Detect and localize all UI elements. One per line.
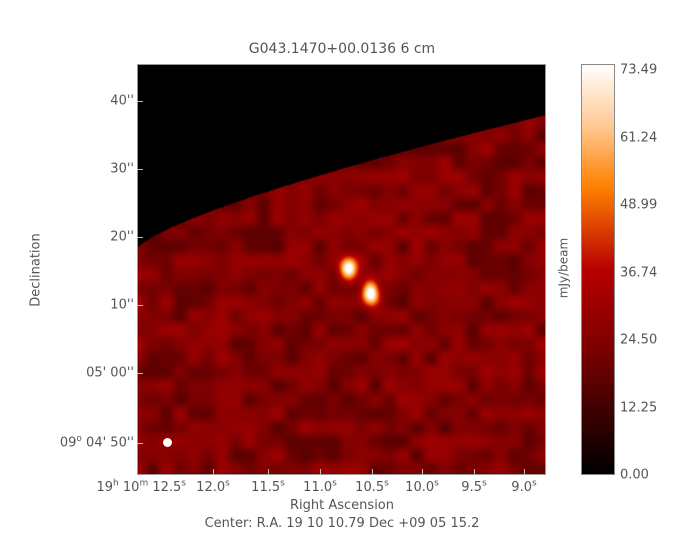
x-axis-label: Right Ascension	[290, 498, 394, 513]
colorbar-label: mJy/beam	[556, 237, 571, 299]
y-tick-label: 05' 00''	[86, 365, 134, 381]
x-tick-mark	[213, 469, 214, 475]
x-tick-label: 10.0s	[405, 478, 439, 495]
x-tick-mark	[524, 469, 525, 475]
y-tick-mark	[137, 373, 143, 374]
colorbar	[581, 64, 615, 475]
x-tick-label: 19h 10m 12.5s	[96, 478, 186, 495]
y-tick-label: 10''	[110, 297, 134, 313]
y-tick-mark	[137, 305, 143, 306]
colorbar-tick-label: 61.24	[620, 130, 658, 145]
colorbar-tick-label: 12.25	[620, 400, 658, 415]
x-tick-label: 11.5s	[251, 478, 285, 495]
colorbar-tick-label: 48.99	[620, 197, 658, 213]
chart-title: G043.1470+00.0136 6 cm	[248, 41, 436, 57]
y-tick-mark	[137, 101, 143, 102]
y-tick-label: 40''	[110, 93, 134, 109]
y-axis-label: Declination	[28, 233, 44, 307]
colorbar-tick-label: 0.00	[620, 467, 649, 483]
center-coordinates: Center: R.A. 19 10 10.79 Dec +09 05 15.2	[204, 516, 480, 531]
x-tick-label: 9.0s	[511, 478, 537, 495]
y-tick-mark	[137, 169, 143, 170]
colorbar-tick-label: 36.74	[620, 265, 658, 280]
y-tick-label: 30''	[110, 161, 134, 177]
radio-image-heatmap	[137, 64, 546, 475]
x-tick-label: 12.0s	[196, 478, 230, 495]
y-tick-label: 20''	[110, 229, 134, 245]
y-tick-label: 09o 04' 50''	[59, 434, 134, 451]
colorbar-tick-label: 73.49	[620, 62, 658, 78]
x-tick-mark	[372, 469, 373, 475]
x-tick-mark	[422, 469, 423, 475]
x-tick-mark	[320, 469, 321, 475]
y-tick-mark	[137, 237, 143, 238]
x-tick-label: 10.5s	[355, 478, 389, 495]
x-tick-mark	[474, 469, 475, 475]
x-tick-label: 9.5s	[461, 478, 487, 495]
y-tick-mark	[137, 443, 143, 444]
x-tick-label: 11.0s	[303, 478, 337, 495]
x-tick-mark	[268, 469, 269, 475]
colorbar-tick-label: 24.50	[620, 332, 658, 348]
beam-marker	[163, 438, 172, 447]
